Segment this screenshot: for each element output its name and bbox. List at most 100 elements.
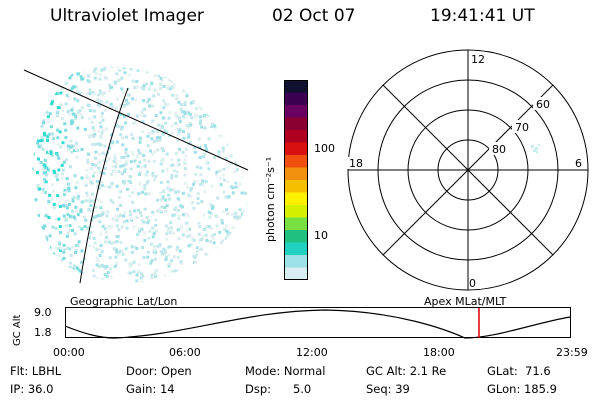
image-pixel (239, 243, 243, 247)
image-pixel (177, 130, 181, 134)
image-pixel (147, 236, 151, 240)
image-pixel (69, 67, 73, 70)
image-pixel (92, 129, 96, 132)
image-pixel (164, 121, 168, 125)
colorbar-band (284, 267, 308, 281)
image-pixel (176, 256, 180, 259)
image-pixel (85, 174, 89, 178)
image-pixel (62, 256, 66, 260)
image-pixel (131, 200, 135, 204)
image-pixel (136, 208, 140, 212)
image-pixel (219, 183, 223, 187)
image-pixel (134, 86, 138, 89)
image-pixel (66, 144, 70, 148)
image-pixel (256, 62, 258, 65)
image-pixel (23, 278, 26, 281)
image-pixel (115, 240, 119, 243)
image-pixel (237, 128, 241, 132)
image-pixel (109, 102, 113, 106)
image-pixel (103, 144, 107, 148)
image-pixel (92, 245, 96, 249)
image-pixel (258, 166, 259, 169)
image-pixel (98, 77, 102, 81)
image-pixel (148, 104, 152, 108)
image-pixel (242, 59, 245, 62)
image-pixel (170, 124, 174, 128)
image-pixel (41, 245, 45, 249)
image-pixel (142, 282, 145, 284)
image-pixel (48, 75, 52, 79)
image-pixel (39, 259, 43, 263)
image-pixel (20, 241, 23, 244)
image-pixel (61, 172, 64, 176)
image-pixel (20, 139, 23, 142)
image-pixel (39, 110, 43, 114)
image-pixel (75, 147, 78, 151)
image-pixel (83, 282, 87, 284)
image-pixel (57, 217, 61, 221)
image-pixel (130, 133, 134, 136)
image-pixel (90, 224, 94, 228)
image-pixel (20, 271, 23, 274)
image-pixel (142, 84, 146, 88)
image-pixel (95, 256, 99, 260)
image-pixel (63, 76, 67, 80)
image-pixel (248, 174, 251, 177)
image-pixel (36, 111, 40, 115)
image-pixel (33, 246, 37, 250)
image-pixel (154, 114, 158, 118)
image-pixel (112, 247, 116, 251)
colorbar-band (284, 130, 308, 143)
image-pixel (109, 184, 113, 188)
image-pixel (46, 135, 50, 139)
image-pixel (44, 166, 48, 170)
image-pixel (147, 159, 151, 163)
image-pixel (138, 229, 141, 233)
image-pixel (88, 109, 92, 113)
image-pixel (42, 283, 45, 286)
image-pixel (232, 89, 236, 93)
image-pixel (137, 148, 140, 152)
image-pixel (23, 174, 26, 177)
image-pixel (57, 247, 61, 250)
image-pixel (85, 175, 89, 179)
image-pixel (86, 160, 90, 164)
image-pixel (74, 209, 78, 213)
image-pixel (254, 165, 257, 168)
image-pixel (143, 238, 147, 242)
image-pixel (91, 162, 95, 166)
image-pixel (110, 181, 114, 185)
image-pixel (58, 248, 62, 252)
image-pixel (218, 231, 222, 234)
image-pixel (202, 213, 206, 217)
date-label: 02 Oct 07 (272, 6, 356, 26)
colorbar-band (284, 105, 308, 118)
image-pixel (98, 170, 102, 174)
image-pixel (198, 105, 202, 109)
image-pixel (91, 63, 94, 66)
image-pixel (167, 116, 171, 120)
image-pixel (138, 136, 142, 140)
image-pixel (52, 266, 56, 270)
colorbar-gradient (284, 80, 308, 281)
image-pixel (185, 212, 188, 216)
image-pixel (228, 119, 231, 123)
image-pixel (174, 190, 178, 194)
image-pixel (41, 181, 45, 185)
image-pixel (147, 219, 151, 223)
image-pixel (58, 205, 62, 208)
image-pixel (112, 165, 115, 169)
image-pixel (34, 119, 38, 123)
image-pixel (76, 99, 80, 103)
image-pixel (97, 142, 101, 146)
image-pixel (236, 255, 240, 259)
image-pixel (225, 110, 228, 114)
image-pixel (55, 63, 58, 66)
image-pixel (181, 150, 185, 154)
image-pixel (101, 277, 104, 281)
image-pixel (129, 67, 133, 71)
image-pixel (24, 251, 27, 254)
image-pixel (177, 163, 181, 167)
image-pixel (25, 190, 28, 193)
image-pixel (241, 226, 244, 230)
